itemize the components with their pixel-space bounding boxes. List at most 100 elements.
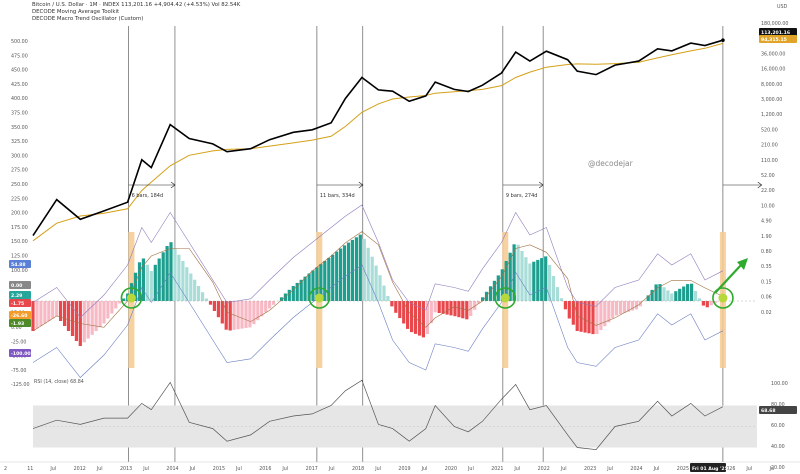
x-tick-label: Ju (769, 466, 774, 472)
period-annotations: 6 bars, 184d 11 bars, 334d 9 bars, 274d (128, 181, 763, 199)
x-tick-label: 2020 (445, 466, 457, 472)
hist-bar-35 (169, 242, 173, 301)
signal-ring-3 (712, 287, 734, 309)
hist-bar-166 (686, 284, 690, 301)
hist-bar-28 (141, 258, 145, 301)
left-badge-2: 2.29 (11, 293, 22, 299)
left-badge-bg-4 (9, 311, 31, 319)
x-tick-label: Jul (189, 466, 196, 472)
left-badge-bg-1 (9, 281, 31, 289)
hist-bar-105 (445, 301, 449, 315)
hist-bar-142 (591, 301, 595, 335)
x-tick-label: Jul (560, 466, 567, 472)
right-price-tick: 8,000.00 (761, 82, 782, 88)
left-tick-label: -125.00 (11, 382, 30, 388)
hist-bar-51 (232, 301, 236, 330)
hist-bar-92 (394, 301, 398, 313)
x-tick-label: 2018 (352, 466, 364, 472)
hist-bar-134 (559, 298, 563, 301)
hist-bar-129 (540, 258, 544, 301)
hist-bar-100 (425, 301, 429, 335)
left-tick-label: 375.00 (11, 111, 28, 117)
hist-bar-63 (279, 297, 284, 301)
left-tick-label: 0.00 (11, 325, 22, 331)
hist-bar-86 (370, 256, 374, 301)
hist-bar-119 (500, 269, 504, 301)
right-price-tick: 4.90 (761, 219, 772, 225)
hist-bar-122 (512, 244, 516, 301)
hist-bar-130 (544, 256, 548, 301)
hist-bar-65 (287, 289, 291, 301)
x-tick-label: Jul (281, 466, 288, 472)
x-tick-label: 2014 (166, 466, 178, 472)
span-arrow-head-3 (757, 181, 763, 189)
hist-bar-128 (536, 259, 540, 301)
left-tick-label: 200.00 (11, 211, 28, 217)
right-price-tick: 1.90 (761, 234, 772, 240)
x-tick-label: Jul (606, 466, 613, 472)
left-tick-label: 325.00 (11, 139, 28, 145)
hist-bar-168 (693, 291, 698, 301)
span-arrow-head-0 (170, 181, 176, 189)
hist-bar-13 (82, 301, 86, 343)
right-axis: 180,000.0064,000.0036,000.0016,000.008,0… (761, 21, 788, 471)
oscillator-lines (32, 204, 724, 378)
right-price-tick: 0.06 (761, 295, 772, 301)
osc-upper-line (32, 204, 724, 318)
signal-circles (120, 287, 734, 309)
left-tick-label: 175.00 (11, 225, 28, 231)
x-date-badge-bg (690, 463, 726, 472)
hist-bar-162 (670, 293, 674, 301)
span-arrow-head-1 (358, 181, 364, 189)
hist-bar-5 (51, 301, 55, 319)
x-tick-label: 2023 (584, 466, 596, 472)
hist-bar-118 (496, 275, 500, 301)
hist-bar-146 (607, 301, 611, 323)
left-tick-label: 150.00 (11, 239, 28, 245)
x-tick-label: 2021 (491, 466, 503, 472)
chart-header-ma-toolkit: DECODE Moving Average Toolkit (32, 9, 119, 15)
left-badge-5: -1.93 (11, 321, 24, 327)
hist-bar-68 (299, 279, 303, 301)
hist-bar-115 (484, 291, 489, 301)
hist-bar-89 (382, 285, 386, 301)
left-badge-6: -100.00 (11, 351, 31, 357)
right-rsi-tick: 60.00 (771, 423, 785, 429)
hist-bar-9 (66, 301, 71, 331)
left-badge-bg-3 (9, 299, 31, 307)
hist-bar-153 (634, 301, 638, 310)
price-last-point (721, 38, 725, 42)
hist-bar-49 (224, 301, 228, 330)
hist-bar-91 (390, 301, 394, 307)
hist-bar-3 (43, 301, 47, 324)
time-axis: 2 11 Jul 2012 Jul 2013 Jul 2014 Jul 2015 Jul 2016 Ju… (0, 461, 800, 472)
right-price-tick: 210.00 (761, 143, 778, 149)
hist-bar-74 (323, 261, 327, 301)
hist-bar-87 (374, 265, 378, 301)
x-date-badge: Fri 01 Aug '25 (692, 466, 728, 472)
hist-bar-137 (571, 301, 575, 325)
hist-bar-1 (35, 301, 39, 329)
hist-bar-133 (555, 287, 560, 301)
hist-bar-148 (615, 301, 619, 316)
hist-bar-83 (358, 234, 362, 301)
x-tick-label: Jul (467, 466, 474, 472)
hist-bar-144 (599, 301, 603, 331)
right-price-tick: 3,000.00 (761, 97, 782, 103)
hist-bar-172 (709, 301, 713, 306)
hist-bar-97 (413, 301, 418, 334)
right-price-tick: 520.00 (761, 127, 778, 133)
x-tick-label: Jul (374, 466, 381, 472)
hist-bar-93 (398, 301, 402, 319)
x-tick-label: 2019 (398, 466, 410, 472)
hist-bar-21 (114, 301, 118, 309)
x-tick-label: Jul (421, 466, 428, 472)
hist-bar-132 (551, 276, 556, 301)
hist-bar-164 (678, 288, 682, 301)
hist-bar-117 (492, 280, 496, 301)
hist-bar-90 (386, 296, 390, 301)
value-badges: 54.88 0.00 2.29 -1.75 -26.60 -1.93 -100.00 113,… (9, 28, 797, 414)
hist-bar-34 (165, 246, 169, 301)
left-badge-bg-6 (9, 349, 31, 357)
